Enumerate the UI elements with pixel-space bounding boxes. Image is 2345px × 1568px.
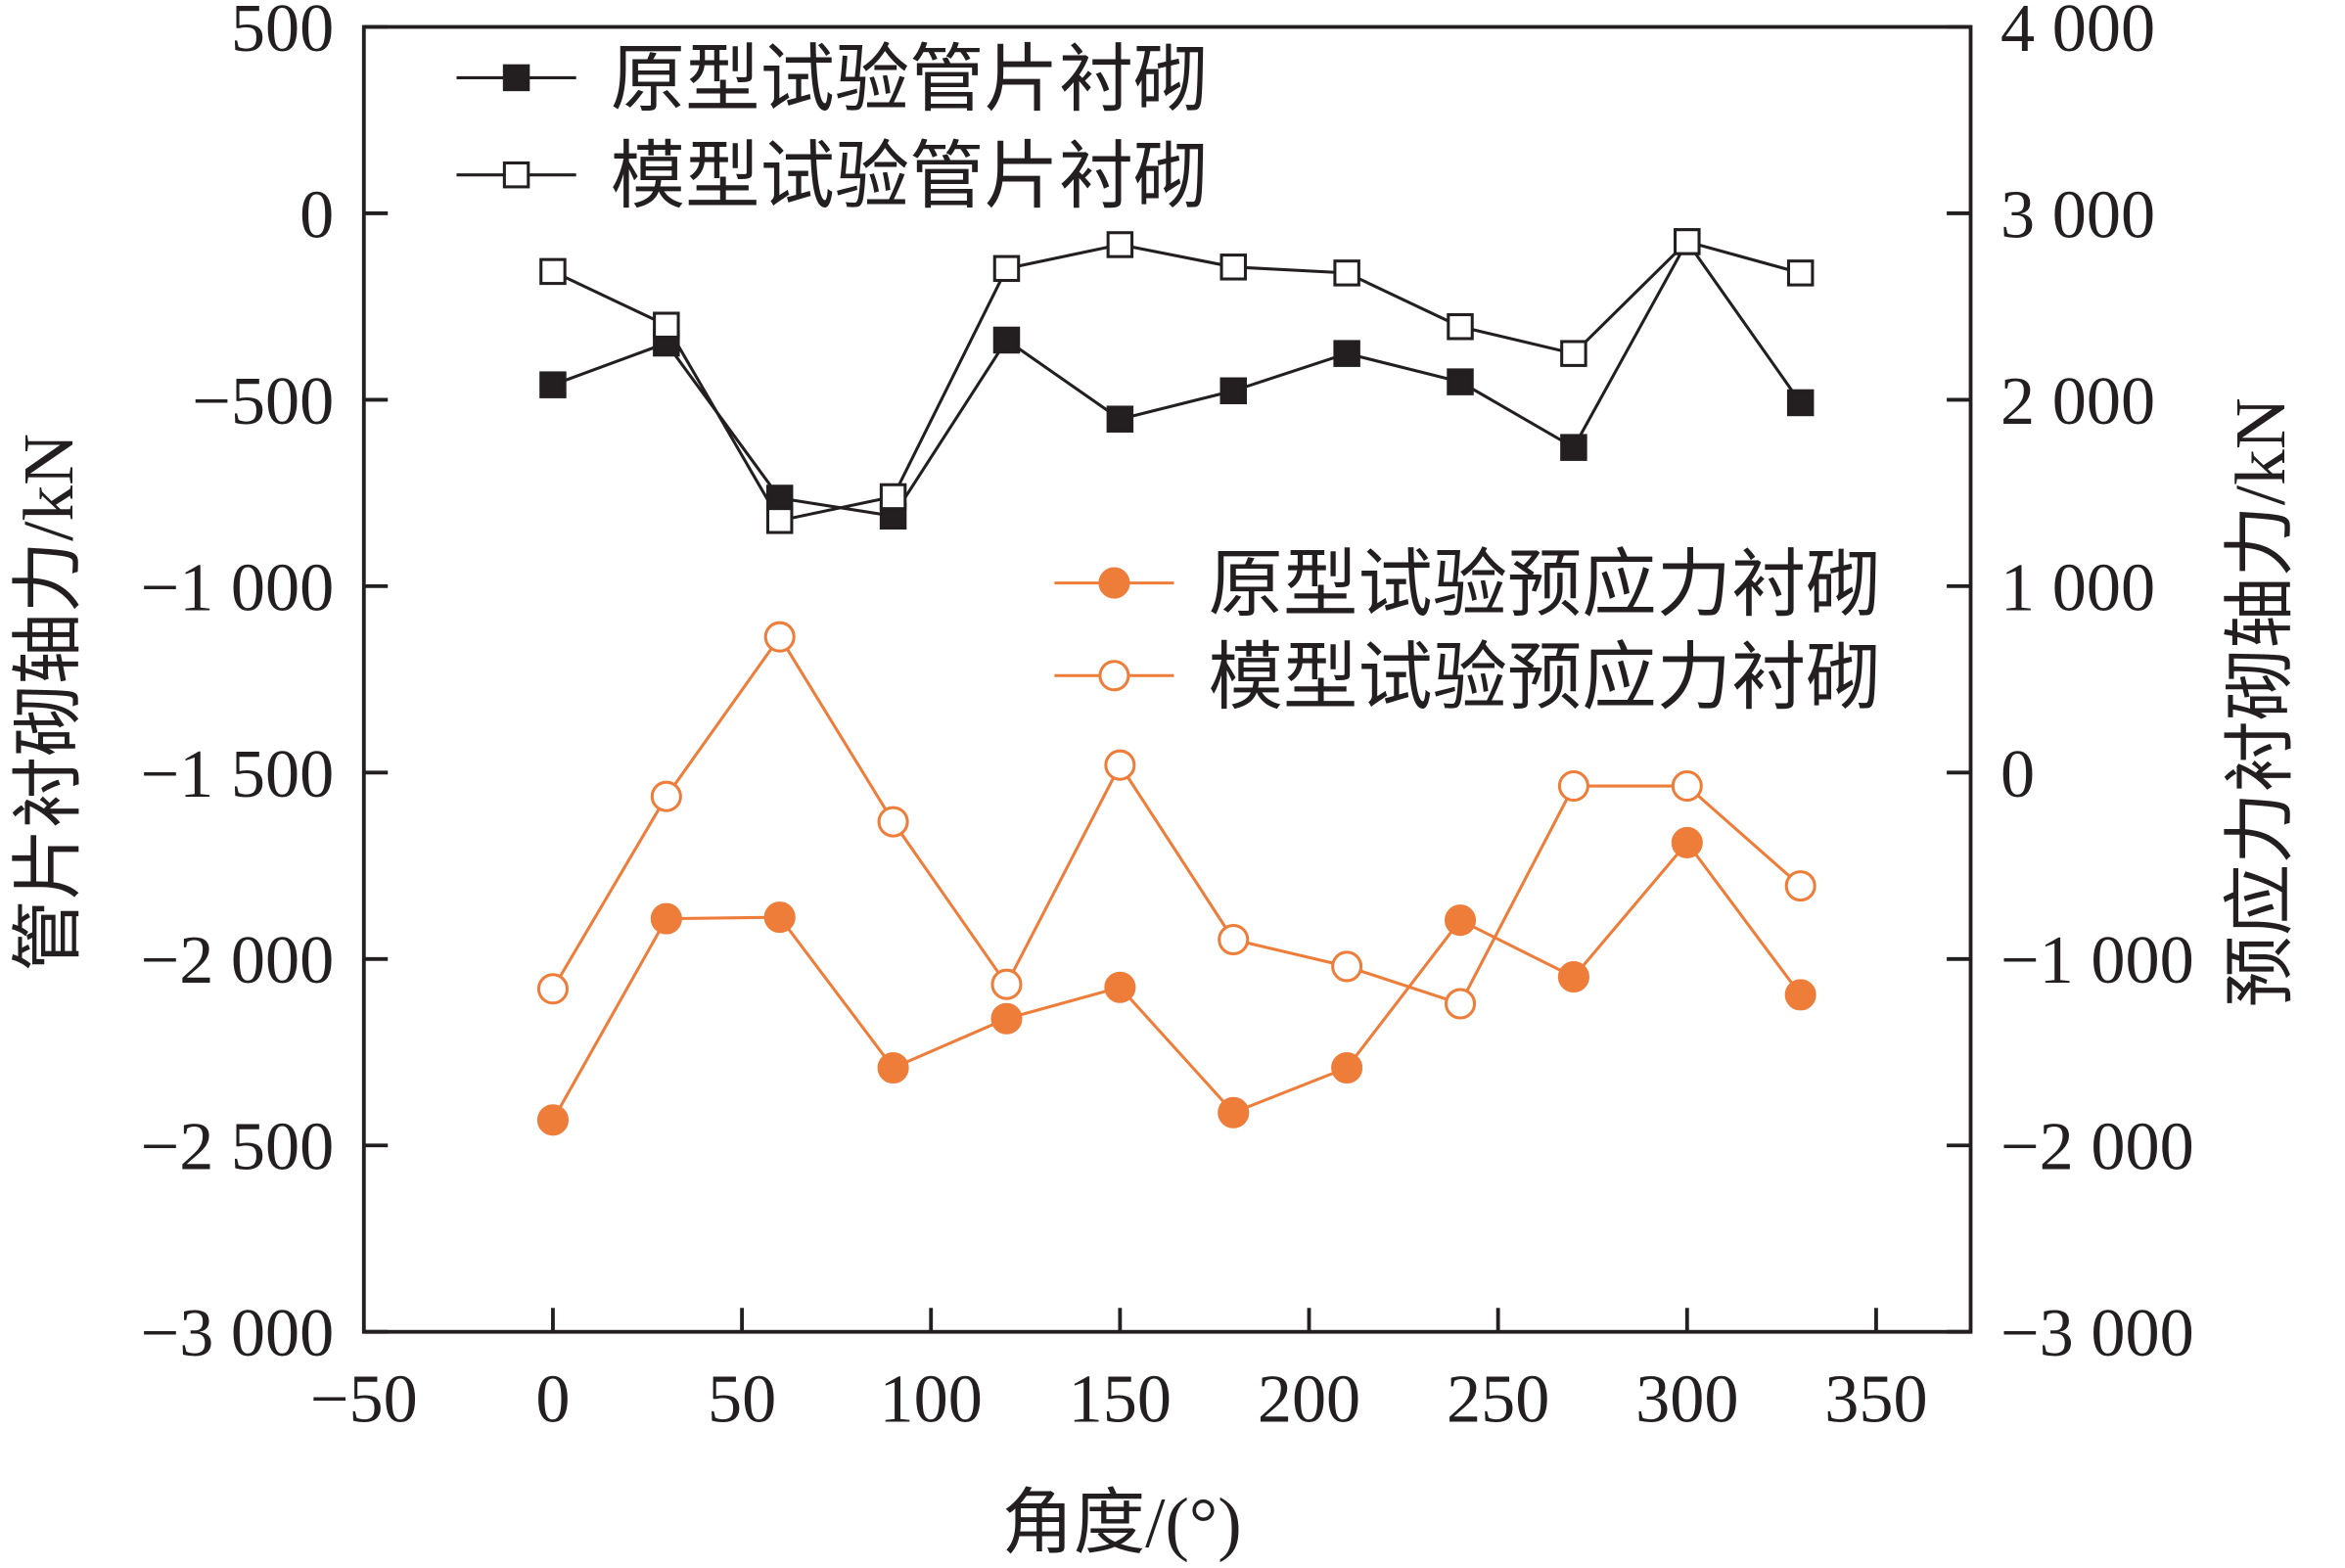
data-point	[877, 806, 909, 838]
legend-marker	[502, 64, 530, 92]
data-point	[1444, 988, 1477, 1020]
legend-label: 模型试验管片衬砌	[611, 135, 1209, 218]
data-point	[1333, 259, 1360, 287]
legend-marker	[502, 161, 530, 189]
y-right-tick-label: −1 000	[2000, 922, 2194, 998]
y-right-tick-label: −3 000	[2000, 1295, 2194, 1371]
legend-label: 原型试验预应力衬砌	[1209, 543, 1881, 626]
data-point	[1786, 389, 1815, 417]
y-left-tick-label: −1 500	[141, 736, 335, 812]
series-line	[551, 840, 1802, 1122]
y-right-tick-label: 2 000	[2000, 363, 2155, 439]
data-point	[1331, 950, 1363, 983]
data-point	[650, 780, 682, 812]
x-tick-label: 350	[1824, 1360, 1927, 1437]
series-line	[552, 240, 1802, 523]
data-point	[1671, 826, 1703, 858]
x-tick-label: 300	[1635, 1360, 1738, 1437]
data-point	[990, 968, 1023, 1000]
y-left-tick-label: −2 000	[141, 922, 335, 998]
data-point	[877, 1051, 909, 1084]
x-tick-label: 150	[1069, 1360, 1172, 1437]
data-point	[1557, 770, 1589, 803]
data-point	[539, 257, 567, 286]
series-line	[551, 633, 1802, 1006]
data-point	[650, 902, 682, 935]
legend-label: 模型试验预应力衬砌	[1209, 636, 1881, 719]
y-right-tick-label: 0	[2000, 736, 2035, 812]
data-point	[536, 1104, 569, 1136]
data-point	[1106, 231, 1134, 258]
series-4	[536, 621, 1816, 1020]
data-point	[763, 621, 796, 653]
x-tick-label: 200	[1258, 1360, 1360, 1437]
data-point	[1560, 434, 1587, 461]
data-point	[1447, 368, 1474, 395]
legend-entry: 原型试验管片衬砌	[456, 38, 1209, 121]
y-left-tick-label: 0	[299, 176, 334, 253]
data-point	[1557, 961, 1589, 993]
data-point	[536, 973, 569, 1005]
data-point	[1671, 770, 1703, 803]
data-point	[1333, 340, 1360, 367]
series-1	[539, 228, 1815, 530]
data-point	[1331, 1051, 1363, 1084]
x-tick-label: 50	[708, 1360, 776, 1437]
data-point	[1106, 405, 1134, 433]
y-left-axis-title: 管片衬砌轴力/kN	[9, 434, 88, 972]
legend-marker	[1098, 660, 1130, 692]
y-right-tick-label: 1 000	[2000, 549, 2155, 625]
data-point	[1444, 904, 1477, 937]
y-left-tick-label: −2 500	[141, 1109, 335, 1185]
y-left-tick-label: −3 000	[141, 1295, 335, 1371]
data-point	[1104, 749, 1136, 781]
data-point	[1784, 870, 1816, 902]
y-right-tick-label: 3 000	[2000, 176, 2155, 253]
y-right-axis-title: 预应力衬砌轴力/kN	[2221, 397, 2300, 1007]
data-point	[1786, 259, 1815, 287]
data-point	[1784, 979, 1816, 1011]
y-right-tick-label: −2 000	[2000, 1109, 2194, 1185]
data-point	[1219, 377, 1247, 405]
series-line	[552, 239, 1802, 518]
legend-entry: 原型试验预应力衬砌	[1054, 543, 1881, 626]
series-2	[539, 228, 1815, 534]
plot-frame	[361, 24, 1973, 1334]
data-point	[1218, 1096, 1250, 1129]
data-point	[539, 371, 567, 398]
x-axis-title: 角度/(°)	[1002, 1484, 1242, 1563]
data-point	[992, 254, 1021, 283]
data-point	[990, 1002, 1023, 1035]
legend-marker	[1098, 567, 1130, 599]
data-point	[1218, 923, 1250, 956]
y-right-tick-label: 4 000	[2000, 0, 2155, 67]
data-point	[1447, 313, 1474, 341]
y-left-tick-label: −500	[192, 363, 334, 439]
data-point	[1104, 971, 1136, 1003]
legend-entry: 模型试验管片衬砌	[456, 135, 1209, 218]
x-tick-label: 100	[880, 1360, 983, 1437]
data-point	[653, 311, 680, 339]
legend-entry: 模型试验预应力衬砌	[1054, 636, 1881, 719]
data-point	[1560, 340, 1587, 367]
data-point	[763, 901, 796, 934]
legend-label: 原型试验管片衬砌	[611, 38, 1209, 121]
data-point	[1674, 228, 1701, 255]
x-tick-label: 0	[535, 1360, 570, 1437]
x-tick-label: 250	[1447, 1360, 1549, 1437]
data-point	[879, 483, 907, 511]
data-point	[1219, 254, 1247, 281]
y-left-tick-label: 500	[231, 0, 334, 67]
data-point	[992, 326, 1021, 354]
series-3	[536, 826, 1816, 1136]
x-tick-label: −50	[310, 1360, 418, 1437]
data-point	[765, 507, 794, 534]
y-left-tick-label: −1 000	[141, 549, 335, 625]
